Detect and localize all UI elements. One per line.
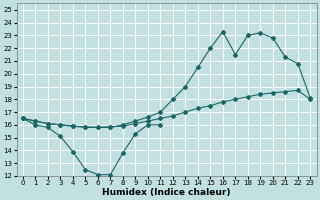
X-axis label: Humidex (Indice chaleur): Humidex (Indice chaleur)	[102, 188, 231, 197]
